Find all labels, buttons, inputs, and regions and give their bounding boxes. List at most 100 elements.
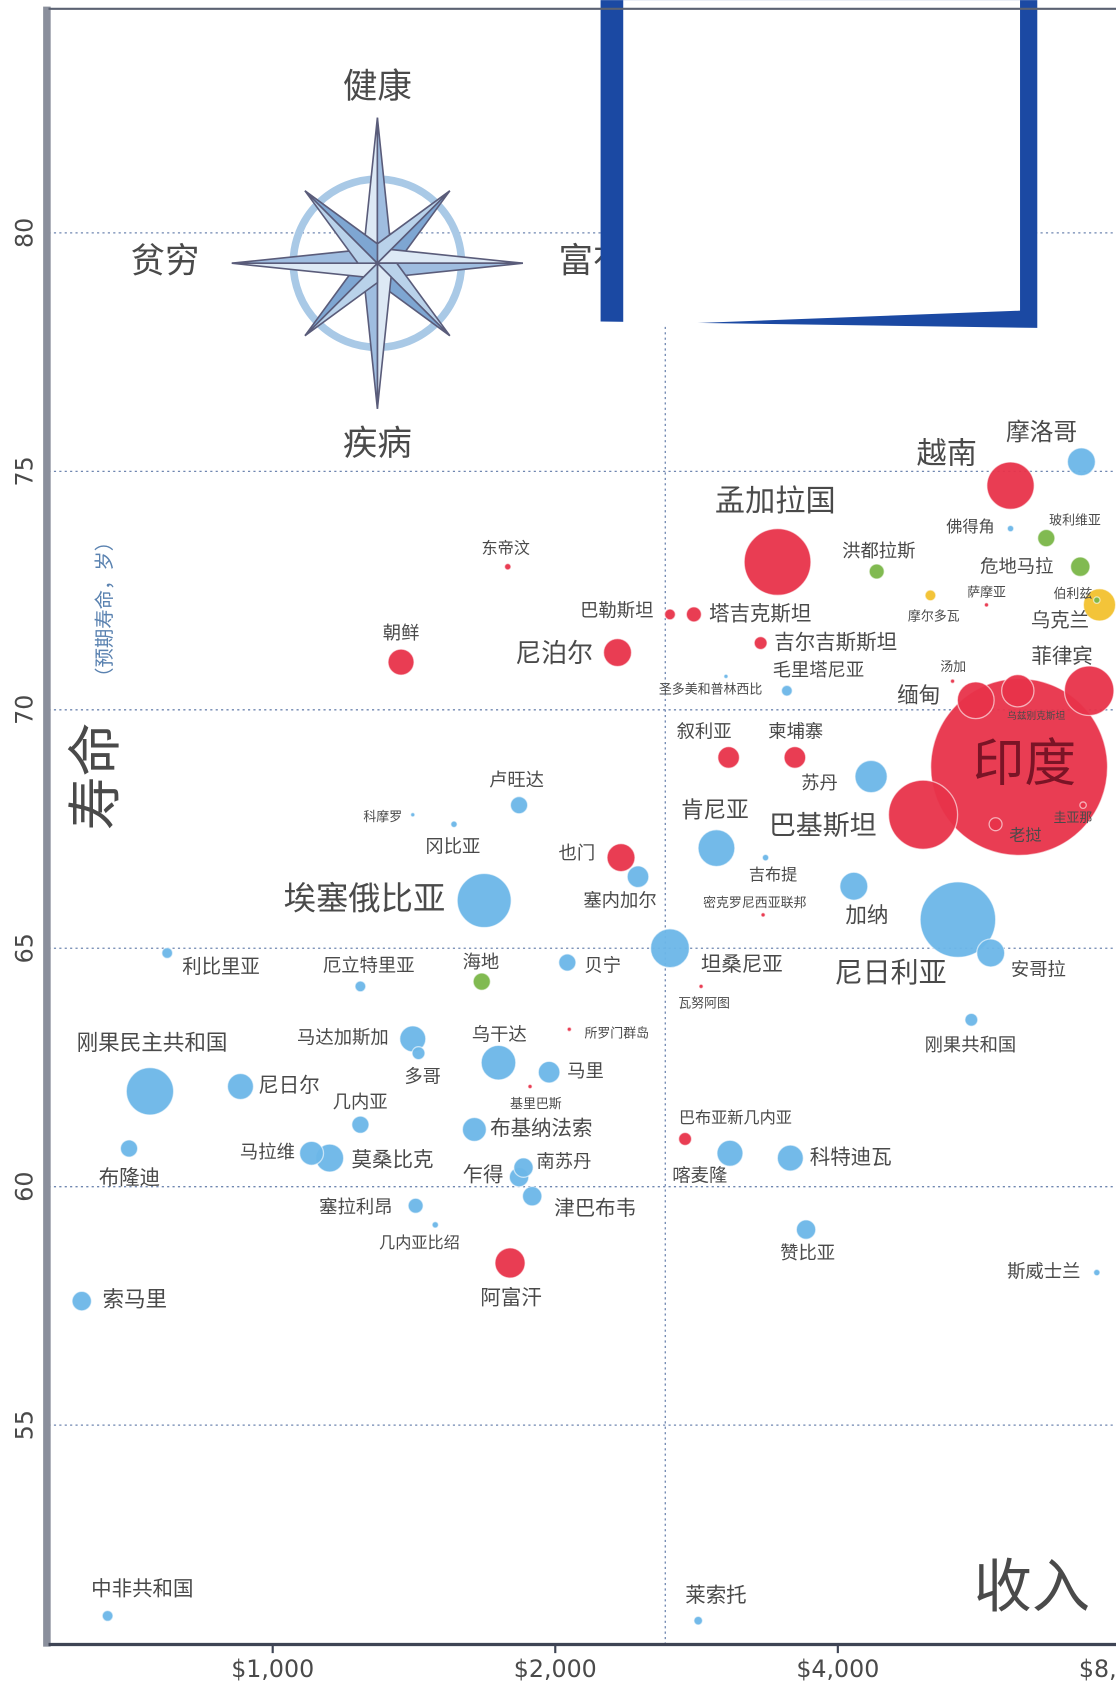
bubble-label: 喀麦隆 <box>672 1166 727 1187</box>
bubble-label: 印度 <box>973 734 1076 794</box>
bubble <box>527 1083 533 1090</box>
bubble-label: 玻利维亚 <box>1049 513 1101 528</box>
bubble <box>839 871 869 901</box>
bubble-label: 柬埔寨 <box>768 721 823 742</box>
bubble <box>351 1115 370 1134</box>
bubble-label: 斯威士兰 <box>1007 1261 1080 1282</box>
bubble <box>1066 447 1097 477</box>
bubble-label: 朝鲜 <box>383 623 420 644</box>
bubble-label: 多哥 <box>404 1066 441 1087</box>
bubble-label: 毛里塔尼亚 <box>773 660 865 681</box>
bubble-label: 佛得角 <box>946 517 994 536</box>
bubble-label: 马拉维 <box>240 1142 295 1163</box>
bubble-label: 东帝汶 <box>481 538 529 557</box>
bubble <box>606 843 636 873</box>
bubble <box>988 817 1003 832</box>
bubble-label: 乌克兰 <box>1031 609 1089 632</box>
bubble <box>513 1157 534 1178</box>
x-tick-label: $2,000 <box>514 1655 597 1683</box>
bubble-label: 瓦努阿图 <box>678 997 730 1012</box>
bubble <box>411 1046 426 1061</box>
bubble <box>868 563 885 580</box>
bubble <box>537 1060 561 1084</box>
bubble-label: 冈比亚 <box>425 837 480 858</box>
bubble <box>663 608 677 621</box>
y-tick-label: 60 <box>10 1172 38 1202</box>
bubble <box>161 946 174 960</box>
bubble <box>761 853 770 862</box>
bubble-label: 埃塞俄比亚 <box>284 879 446 917</box>
bubble <box>602 637 633 668</box>
bubble-label: 菲律宾 <box>1031 644 1092 668</box>
bubble <box>1092 1268 1101 1277</box>
bubble <box>783 746 807 769</box>
bubble-label: 津巴布韦 <box>554 1196 636 1220</box>
bubble <box>776 1144 804 1172</box>
x-axis-title: 收入 <box>974 1553 1090 1621</box>
bubble <box>407 1197 424 1214</box>
bubble <box>795 1219 817 1240</box>
bubble-label: 加纳 <box>845 904 888 929</box>
bubble <box>1079 801 1087 810</box>
y-tick-label: 55 <box>10 1410 38 1440</box>
bubble <box>566 1026 573 1033</box>
bubble <box>697 829 736 868</box>
bubble-label: 巴布亚新几内亚 <box>679 1108 792 1127</box>
bubble-label: 摩尔多瓦 <box>908 608 960 624</box>
bubble-label: 塞内加尔 <box>583 891 656 912</box>
bubble <box>71 1290 93 1312</box>
y-axis-title: 寿命 <box>64 723 127 831</box>
bubble-label: 肯尼亚 <box>681 797 749 823</box>
bubble <box>854 759 888 794</box>
bubble <box>101 1609 114 1622</box>
bubble <box>354 980 367 993</box>
bubble-label: 海地 <box>463 952 500 973</box>
bubble <box>125 1066 175 1116</box>
y-tick-label: 80 <box>10 218 38 248</box>
bubble <box>494 1247 526 1279</box>
bubbles <box>71 447 1116 1626</box>
bubble <box>409 811 416 818</box>
bubble-label: 南苏丹 <box>536 1152 591 1173</box>
bubble <box>986 461 1035 510</box>
bubble <box>503 562 512 571</box>
bubble <box>698 983 704 990</box>
bubble <box>964 1012 979 1027</box>
bubble-label: 利比里亚 <box>182 955 260 978</box>
bubble <box>919 881 997 959</box>
bubble-label: 吉尔吉斯斯坦 <box>774 630 897 654</box>
y-tick-label: 75 <box>10 456 38 486</box>
bubble-label: 也门 <box>559 843 596 864</box>
bubble <box>1063 665 1115 717</box>
x-tick-label: $8,000 <box>1079 1655 1116 1683</box>
bubble-label: 马达加斯加 <box>297 1028 389 1049</box>
bubble <box>456 872 512 929</box>
bubble-label: 萨摩亚 <box>967 585 1006 601</box>
bubble <box>431 1220 440 1229</box>
bubble-label: 塔吉克斯坦 <box>709 602 811 626</box>
compass-north: 健康 <box>343 67 412 107</box>
bubble <box>461 1116 487 1143</box>
bubble-label: 巴勒斯坦 <box>580 601 653 622</box>
bubble <box>521 1185 543 1207</box>
bubble <box>753 635 768 651</box>
bubble <box>509 795 529 815</box>
bubble-label: 摩洛哥 <box>1006 418 1077 446</box>
bubble-label: 孟加拉国 <box>715 484 836 519</box>
bubble-label: 伯利兹 <box>1053 587 1092 602</box>
y-axis-bar <box>43 6 51 1647</box>
y-axis-note: （预期寿命，岁） <box>93 532 116 687</box>
bubble-label: 马里 <box>567 1061 604 1082</box>
bubble <box>949 678 956 684</box>
bubble-label: 乌干达 <box>472 1024 527 1045</box>
bubble-label: 尼日尔 <box>258 1073 319 1097</box>
bubble-label: 巴基斯坦 <box>769 811 877 842</box>
bubble <box>780 684 793 697</box>
bubble-label: 塞拉利昂 <box>319 1197 392 1218</box>
bubble <box>693 1615 704 1626</box>
bubble <box>387 648 415 676</box>
bubble-label: 乍得 <box>463 1162 504 1186</box>
